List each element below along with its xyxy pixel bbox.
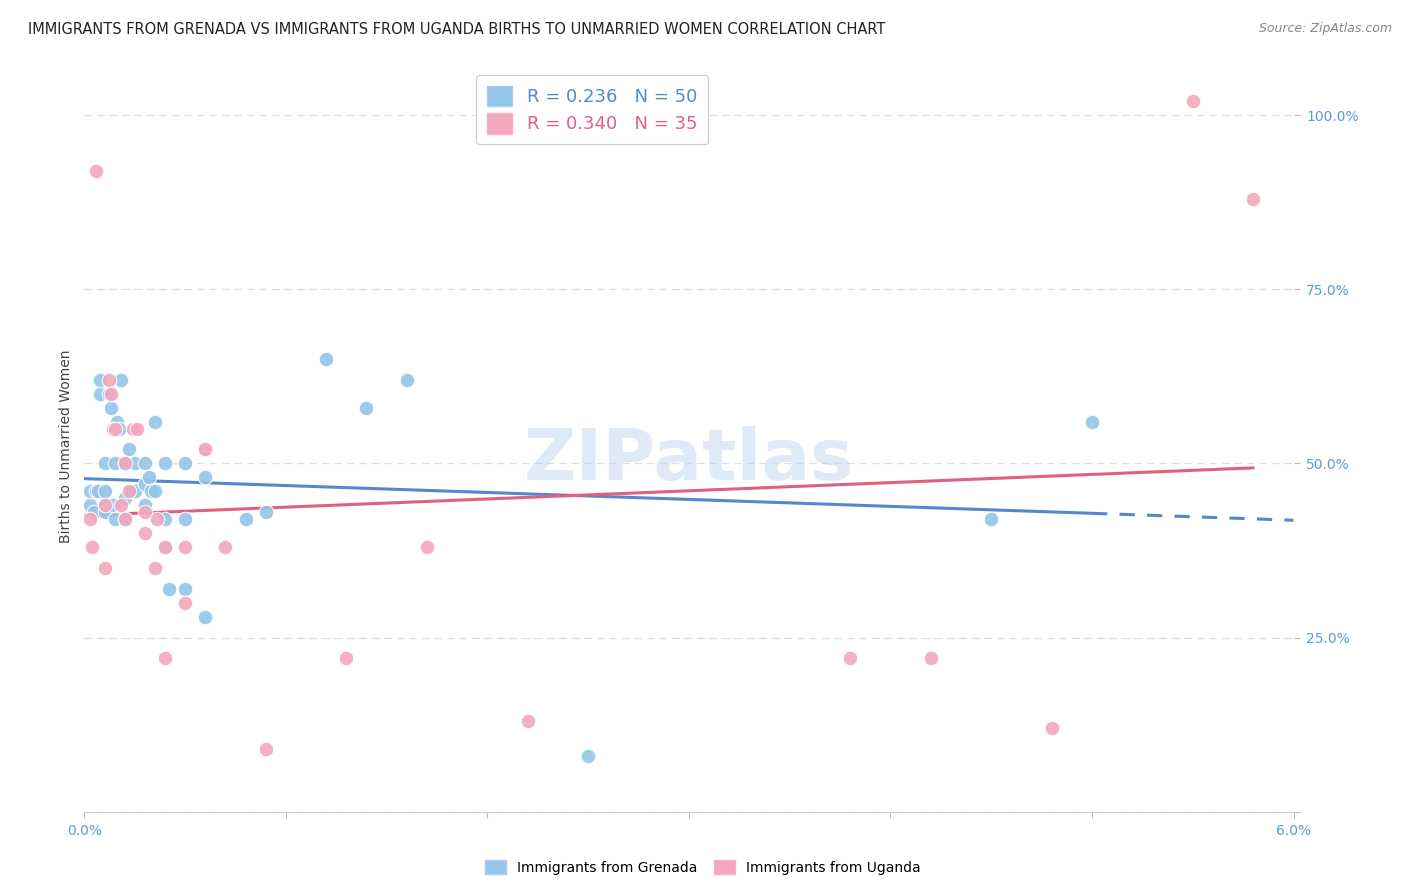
Point — [86, 164, 108, 178]
Point — [139, 484, 162, 499]
Point — [1040, 721, 1063, 735]
Point — [82, 540, 104, 554]
Point — [235, 512, 257, 526]
Point — [79, 498, 101, 512]
Point — [153, 512, 176, 526]
Text: ZIPatlas: ZIPatlas — [524, 426, 853, 495]
Point — [174, 596, 197, 610]
Point — [110, 373, 132, 387]
Point — [93, 457, 115, 471]
Point — [839, 651, 862, 665]
Text: Source: ZipAtlas.com: Source: ZipAtlas.com — [1258, 22, 1392, 36]
Point — [105, 415, 128, 429]
Point — [93, 484, 115, 499]
Point — [114, 457, 136, 471]
Point — [335, 651, 357, 665]
Point — [97, 373, 120, 387]
Point — [114, 512, 136, 526]
Point — [194, 470, 217, 484]
Point — [120, 484, 142, 499]
Point — [134, 505, 156, 519]
Point — [153, 540, 176, 554]
Point — [143, 415, 166, 429]
Point — [153, 651, 176, 665]
Point — [254, 742, 277, 756]
Point — [104, 512, 127, 526]
Point — [174, 512, 197, 526]
Point — [89, 386, 111, 401]
Point — [110, 498, 132, 512]
Point — [174, 457, 197, 471]
Point — [416, 540, 439, 554]
Text: IMMIGRANTS FROM GRENADA VS IMMIGRANTS FROM UGANDA BIRTHS TO UNMARRIED WOMEN CORR: IMMIGRANTS FROM GRENADA VS IMMIGRANTS FR… — [28, 22, 886, 37]
Point — [79, 484, 101, 499]
Point — [516, 714, 538, 728]
Point — [89, 373, 111, 387]
Point — [104, 457, 127, 471]
Point — [114, 457, 136, 471]
Point — [254, 505, 277, 519]
Point — [104, 421, 127, 435]
Point — [83, 505, 105, 519]
Point — [143, 561, 166, 575]
Point — [101, 421, 124, 435]
Point — [134, 498, 156, 512]
Point — [134, 477, 156, 491]
Point — [157, 582, 180, 596]
Point — [920, 651, 942, 665]
Point — [93, 498, 115, 512]
Point — [356, 401, 378, 415]
Point — [153, 540, 176, 554]
Point — [93, 505, 115, 519]
Point — [124, 457, 146, 471]
Point — [395, 373, 418, 387]
Point — [153, 457, 176, 471]
Point — [114, 491, 136, 506]
Point — [79, 512, 101, 526]
Point — [214, 540, 236, 554]
Point — [124, 484, 146, 499]
Point — [97, 386, 120, 401]
Point — [86, 484, 108, 499]
Point — [100, 386, 122, 401]
Point — [118, 442, 141, 457]
Point — [93, 561, 115, 575]
Point — [146, 512, 169, 526]
Point — [125, 421, 148, 435]
Point — [1081, 415, 1104, 429]
Point — [118, 484, 141, 499]
Point — [87, 484, 110, 499]
Point — [1181, 94, 1204, 108]
Point — [114, 512, 136, 526]
Point — [134, 526, 156, 541]
Point — [980, 512, 1002, 526]
Y-axis label: Births to Unmarried Women: Births to Unmarried Women — [59, 350, 73, 542]
Point — [143, 484, 166, 499]
Point — [174, 540, 197, 554]
Legend: R = 0.236   N = 50, R = 0.340   N = 35: R = 0.236 N = 50, R = 0.340 N = 35 — [477, 75, 709, 145]
Point — [1241, 192, 1264, 206]
Point — [121, 421, 143, 435]
Point — [138, 470, 160, 484]
Point — [194, 442, 217, 457]
Point — [194, 442, 217, 457]
Point — [134, 457, 156, 471]
Point — [107, 421, 129, 435]
Point — [100, 401, 122, 415]
Legend: Immigrants from Grenada, Immigrants from Uganda: Immigrants from Grenada, Immigrants from… — [479, 855, 927, 880]
Point — [174, 582, 197, 596]
Point — [101, 498, 124, 512]
Point — [93, 498, 115, 512]
Point — [315, 351, 337, 366]
Point — [194, 609, 217, 624]
Point — [576, 749, 599, 764]
